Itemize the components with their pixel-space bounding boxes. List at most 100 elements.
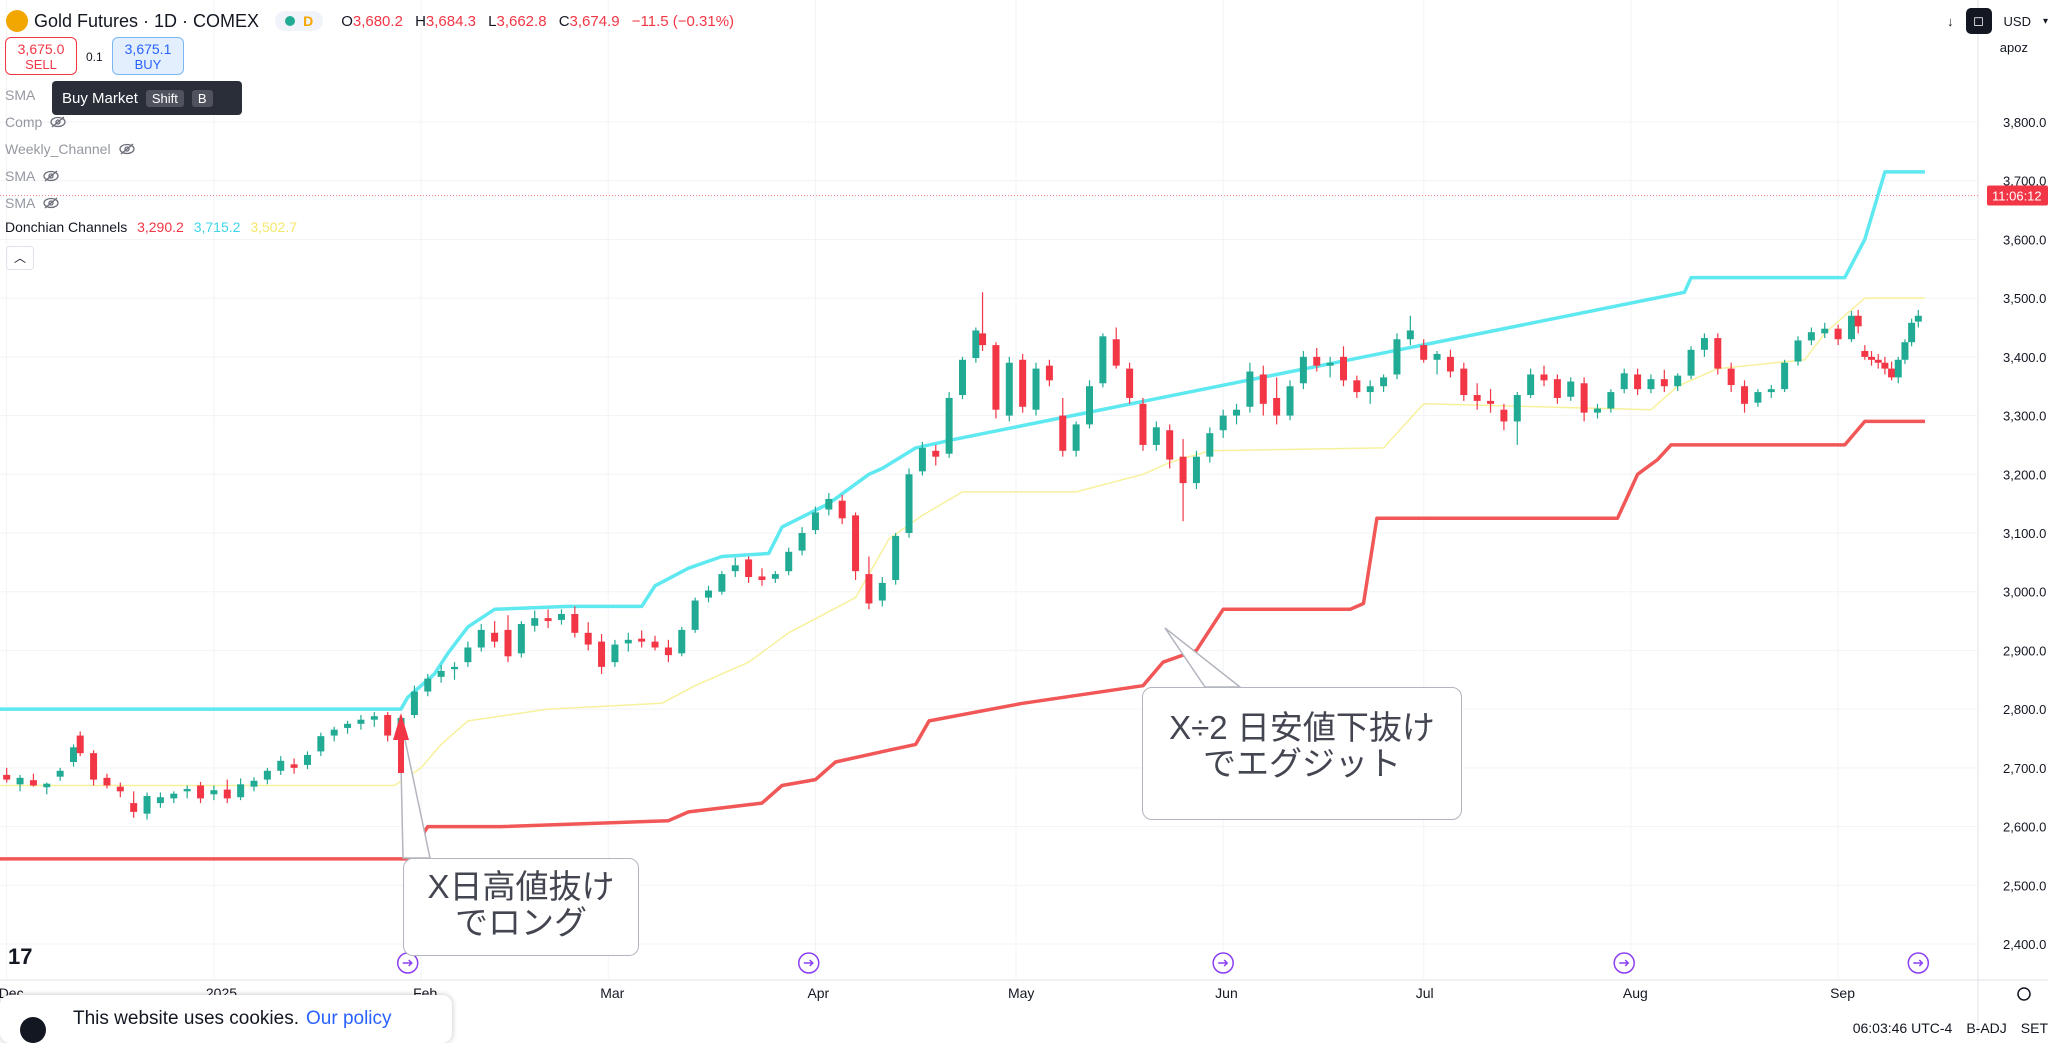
candle [357,715,365,730]
candle [477,624,485,652]
candle [491,621,499,648]
candle [1914,309,1922,328]
candle-body [116,786,124,792]
indicator-sma-2[interactable]: SMA [5,168,59,184]
candle-body [1286,386,1294,416]
candle [1339,346,1347,387]
candle [959,356,966,400]
indicator-comp[interactable]: Comp [5,114,67,130]
event-marker-icon[interactable] [396,952,419,974]
candle-body [1179,456,1187,484]
candle [237,778,245,801]
indicator-sma-3[interactable]: SMA [5,195,59,211]
y-tick-label: 2,700.0 [2003,761,2046,776]
exit-callout-line2: でエグジット [1203,745,1401,782]
ohlc-low-value: 3,662.8 [496,12,547,30]
indicator-label: SMA [5,168,36,184]
currency-selector[interactable]: USD [2003,13,2031,29]
candle [1794,336,1802,366]
clock-time[interactable]: 06:03:46 UTC-4 [1852,1020,1953,1036]
y-tick-label: 2,800.0 [2003,702,2046,717]
settings-gear-icon[interactable] [2017,987,2031,1001]
buy-label: BUY [134,57,162,72]
candle-body [29,780,37,786]
hidden-eye-icon[interactable] [43,197,59,209]
event-marker-icon[interactable] [1613,952,1635,974]
gold-futures-logo-icon [6,10,28,32]
candle [531,610,539,632]
tradingview-logo-icon[interactable]: 17 [8,944,33,969]
candle [16,774,24,792]
candle [798,527,806,556]
candle [878,577,886,607]
candle-body [611,644,619,663]
entry-callout[interactable]: X日高値抜け でロング [403,858,639,956]
candle [1019,353,1027,413]
candle [1781,359,1789,393]
candle-body [1794,340,1802,362]
hidden-eye-icon[interactable] [50,116,67,128]
event-marker-icon[interactable] [1212,952,1234,974]
candle [156,792,164,808]
candle-body [624,639,632,644]
order-quantity[interactable]: 0.1 [86,50,103,64]
candle-body [1647,379,1655,390]
event-marker-arrow [1913,959,1924,967]
candle [1393,333,1401,380]
candle-body [1894,359,1902,378]
candle-body [317,736,325,752]
event-marker-icon[interactable] [1907,952,1930,974]
indicator-weekly-channel[interactable]: Weekly_Channel [5,141,135,157]
indicator-sma-1[interactable]: SMA [5,87,35,103]
adjustment-toggle[interactable]: B-ADJ [1966,1020,2007,1036]
cookie-policy-link[interactable]: Our policy [306,1008,392,1029]
symbol-title[interactable]: Gold Futures · 1D · COMEX [34,10,260,31]
candle-body [357,719,365,724]
candle-body [464,647,472,663]
hidden-eye-icon[interactable] [118,143,135,155]
candle-body [1380,377,1388,387]
market-status-pill[interactable]: D [275,11,324,31]
candle [1420,339,1428,363]
candle [1473,383,1481,410]
event-marker-icon[interactable] [798,952,820,974]
chevron-down-icon[interactable]: ▾ [2042,15,2048,27]
candle-body [1660,379,1668,387]
candle-body [76,735,84,754]
candle [330,726,338,742]
session-toggle[interactable]: SET [2020,1020,2048,1036]
candle [1273,377,1281,425]
candle-body [183,788,191,792]
candle [1754,389,1762,407]
candle-body [651,641,659,648]
hidden-eye-icon[interactable] [43,170,59,182]
candle-body [1045,365,1053,381]
y-tick-label: 3,300.0 [2003,409,2046,424]
collapse-legend-button[interactable]: ︿ [6,246,34,270]
sell-button[interactable]: 3,675.0 SELL [5,37,77,75]
candle [1152,421,1160,451]
candle [918,441,926,476]
candle [29,773,37,787]
candle [1005,356,1013,422]
candle [1112,327,1120,369]
candle [1059,397,1067,457]
candle-body [584,632,592,645]
ohlc-open-key: O [341,12,353,30]
candle [718,571,726,595]
candle-body [731,565,739,572]
donchian-legend[interactable]: Donchian Channels 3,290.2 3,715.2 3,502.… [5,219,297,235]
buy-button[interactable]: 3,675.1 BUY [112,37,184,75]
download-arrow-icon[interactable]: ↓ [1947,13,1954,29]
screenshot-icon[interactable]: ◻ [1965,8,1992,34]
candle-body [1540,374,1548,381]
candle-body [130,803,138,812]
candle [1045,359,1053,387]
exit-callout[interactable]: X÷2 日安値下抜け でエグジット [1142,687,1462,820]
candle [223,779,231,804]
candle [1854,309,1862,334]
candle [143,792,151,820]
account-name[interactable]: apoz [1999,40,2028,55]
series-line-basis [0,297,1925,787]
